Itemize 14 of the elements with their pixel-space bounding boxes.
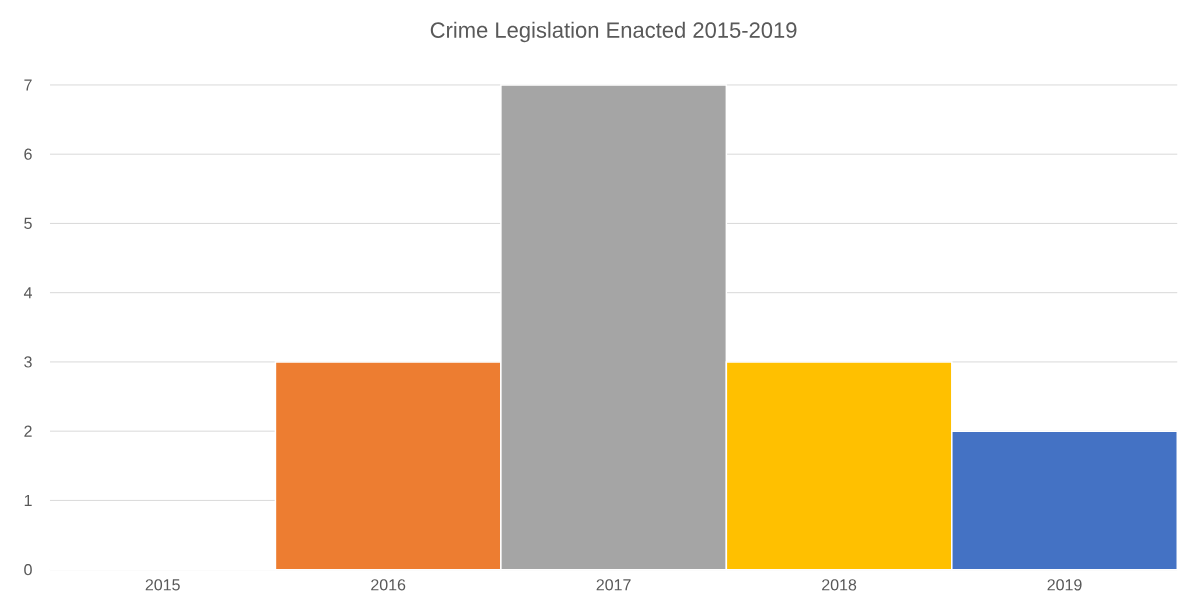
y-tick-label: 5 <box>24 218 32 230</box>
y-tick-label: 1 <box>24 495 32 507</box>
x-tick-label: 2018 <box>822 579 857 591</box>
chart-title: Crime Legislation Enacted 2015-2019 <box>430 21 797 43</box>
x-tick-label: 2016 <box>371 579 406 591</box>
y-tick-label: 7 <box>24 79 32 91</box>
y-tick-label: 4 <box>23 287 32 299</box>
x-tick-label: 2019 <box>1047 579 1082 591</box>
y-tick-label: 2 <box>24 425 32 437</box>
x-tick-label: 2017 <box>596 579 631 591</box>
x-tick-label: 2015 <box>145 579 180 591</box>
y-tick-label: 0 <box>24 564 32 576</box>
y-tick-label: 6 <box>24 148 32 161</box>
y-tick-label: 3 <box>24 356 32 368</box>
